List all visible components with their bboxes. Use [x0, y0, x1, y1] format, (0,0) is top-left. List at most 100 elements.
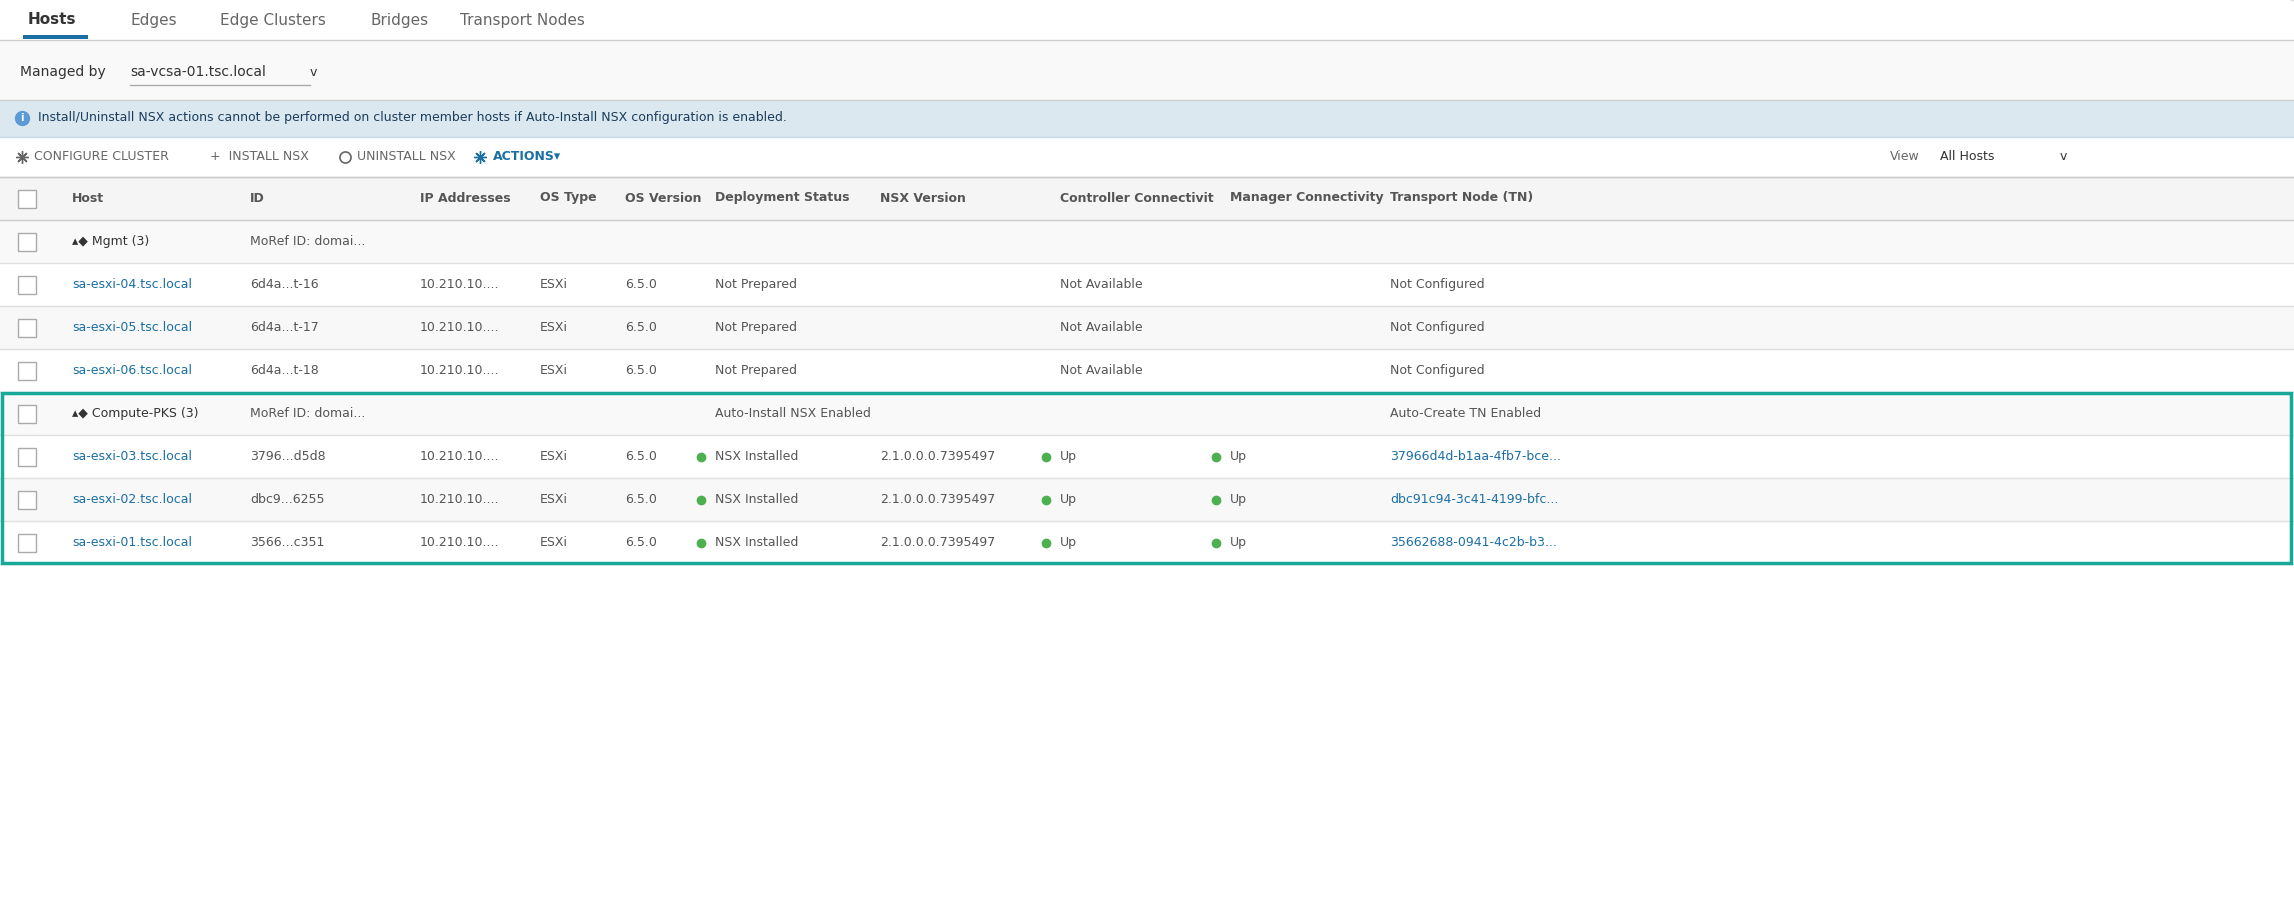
Text: 2.1.0.0.0.7395497: 2.1.0.0.0.7395497 [881, 493, 996, 506]
Text: NSX Installed: NSX Installed [716, 536, 798, 549]
Text: Host: Host [71, 191, 103, 204]
Text: Not Prepared: Not Prepared [716, 321, 796, 334]
Text: 6.5.0: 6.5.0 [624, 321, 656, 334]
Text: ESXi: ESXi [539, 364, 569, 377]
Bar [0, 177, 2294, 220]
Text: sa-esxi-06.tsc.local: sa-esxi-06.tsc.local [71, 364, 193, 377]
Bar [0, 100, 2294, 137]
Text: Bridges: Bridges [369, 13, 429, 27]
Bar [0, 220, 2294, 263]
Text: Not Prepared: Not Prepared [716, 278, 796, 291]
Text: Not Prepared: Not Prepared [716, 364, 796, 377]
Text: ESXi: ESXi [539, 278, 569, 291]
Bar [0, 263, 2294, 306]
Text: Auto-Install NSX Enabled: Auto-Install NSX Enabled [716, 407, 872, 420]
Text: 10.210.10....: 10.210.10.... [420, 321, 500, 334]
Text: Managed by: Managed by [21, 65, 106, 79]
Text: dbc91c94-3c41-4199-bfc...: dbc91c94-3c41-4199-bfc... [1390, 493, 1558, 506]
Text: Not Available: Not Available [1060, 364, 1142, 377]
Text: NSX Installed: NSX Installed [716, 450, 798, 463]
Text: Controller Connectivit: Controller Connectivit [1060, 191, 1214, 204]
Text: sa-esxi-02.tsc.local: sa-esxi-02.tsc.local [71, 493, 193, 506]
Bar [18, 276, 37, 294]
Text: Not Configured: Not Configured [1390, 364, 1484, 377]
Text: ESXi: ESXi [539, 321, 569, 334]
Text: Hosts: Hosts [28, 13, 76, 27]
Text: Not Available: Not Available [1060, 278, 1142, 291]
Text: ID: ID [250, 191, 264, 204]
Text: 6d4a...t-18: 6d4a...t-18 [250, 364, 319, 377]
Text: 6d4a...t-16: 6d4a...t-16 [250, 278, 319, 291]
Text: MoRef ID: domai...: MoRef ID: domai... [250, 235, 365, 248]
Text: 3566...c351: 3566...c351 [250, 536, 323, 549]
Text: 10.210.10....: 10.210.10.... [420, 278, 500, 291]
Text: 2.1.0.0.0.7395497: 2.1.0.0.0.7395497 [881, 450, 996, 463]
Text: 10.210.10....: 10.210.10.... [420, 493, 500, 506]
Text: NSX Installed: NSX Installed [716, 493, 798, 506]
Text: 3796...d5d8: 3796...d5d8 [250, 450, 326, 463]
Text: IP Addresses: IP Addresses [420, 191, 512, 204]
Text: sa-esxi-01.tsc.local: sa-esxi-01.tsc.local [71, 536, 193, 549]
Text: 6d4a...t-17: 6d4a...t-17 [250, 321, 319, 334]
Text: Up: Up [1060, 450, 1076, 463]
Text: sa-esxi-05.tsc.local: sa-esxi-05.tsc.local [71, 321, 193, 334]
Text: ESXi: ESXi [539, 536, 569, 549]
Text: CONFIGURE CLUSTER: CONFIGURE CLUSTER [34, 151, 170, 163]
Text: Install/Uninstall NSX actions cannot be performed on cluster member hosts if Aut: Install/Uninstall NSX actions cannot be … [39, 112, 787, 124]
Text: 10.210.10....: 10.210.10.... [420, 364, 500, 377]
Text: 6.5.0: 6.5.0 [624, 493, 656, 506]
Bar [0, 137, 2294, 177]
Text: Up: Up [1230, 536, 1248, 549]
Bar [18, 533, 37, 551]
Text: 37966d4d-b1aa-4fb7-bce...: 37966d4d-b1aa-4fb7-bce... [1390, 450, 1560, 463]
Text: 10.210.10....: 10.210.10.... [420, 450, 500, 463]
Text: +  INSTALL NSX: + INSTALL NSX [211, 151, 310, 163]
Text: UNINSTALL NSX: UNINSTALL NSX [358, 151, 457, 163]
Text: Manager Connectivity: Manager Connectivity [1230, 191, 1383, 204]
Text: Transport Nodes: Transport Nodes [461, 13, 585, 27]
Bar [0, 0, 2294, 40]
Text: MoRef ID: domai...: MoRef ID: domai... [250, 407, 365, 420]
Bar [0, 349, 2294, 392]
Bar [18, 405, 37, 423]
Text: Edges: Edges [131, 13, 177, 27]
Bar [2, 393, 2292, 563]
Text: Up: Up [1060, 536, 1076, 549]
Bar [18, 491, 37, 509]
Bar [18, 232, 37, 250]
Bar [0, 435, 2294, 478]
Text: Deployment Status: Deployment Status [716, 191, 849, 204]
Bar [18, 362, 37, 379]
Text: OS Version: OS Version [624, 191, 702, 204]
Text: 10.210.10....: 10.210.10.... [420, 536, 500, 549]
Text: 6.5.0: 6.5.0 [624, 450, 656, 463]
Text: 2.1.0.0.0.7395497: 2.1.0.0.0.7395497 [881, 536, 996, 549]
Text: Auto-Create TN Enabled: Auto-Create TN Enabled [1390, 407, 1542, 420]
Text: dbc9...6255: dbc9...6255 [250, 493, 323, 506]
Bar [0, 306, 2294, 349]
Text: ACTIONS▾: ACTIONS▾ [493, 151, 562, 163]
Text: sa-esxi-03.tsc.local: sa-esxi-03.tsc.local [71, 450, 193, 463]
Text: Not Available: Not Available [1060, 321, 1142, 334]
Text: Edge Clusters: Edge Clusters [220, 13, 326, 27]
Text: v: v [2060, 151, 2067, 163]
Text: v: v [310, 65, 317, 79]
Text: i: i [21, 113, 23, 123]
Text: NSX Version: NSX Version [881, 191, 966, 204]
Text: View: View [1890, 151, 1920, 163]
Bar [18, 190, 37, 208]
Text: 35662688-0941-4c2b-b3...: 35662688-0941-4c2b-b3... [1390, 536, 1558, 549]
Bar [0, 392, 2294, 435]
Bar [0, 521, 2294, 564]
Text: Up: Up [1060, 493, 1076, 506]
Text: 6.5.0: 6.5.0 [624, 278, 656, 291]
Text: ▴◆ Compute-PKS (3): ▴◆ Compute-PKS (3) [71, 407, 200, 420]
Bar [18, 318, 37, 336]
Bar [0, 40, 2294, 100]
Text: ESXi: ESXi [539, 493, 569, 506]
Text: sa-esxi-04.tsc.local: sa-esxi-04.tsc.local [71, 278, 193, 291]
Bar [23, 35, 87, 39]
Text: All Hosts: All Hosts [1941, 151, 1993, 163]
Text: Transport Node (TN): Transport Node (TN) [1390, 191, 1532, 204]
Text: ▴◆ Mgmt (3): ▴◆ Mgmt (3) [71, 235, 149, 248]
